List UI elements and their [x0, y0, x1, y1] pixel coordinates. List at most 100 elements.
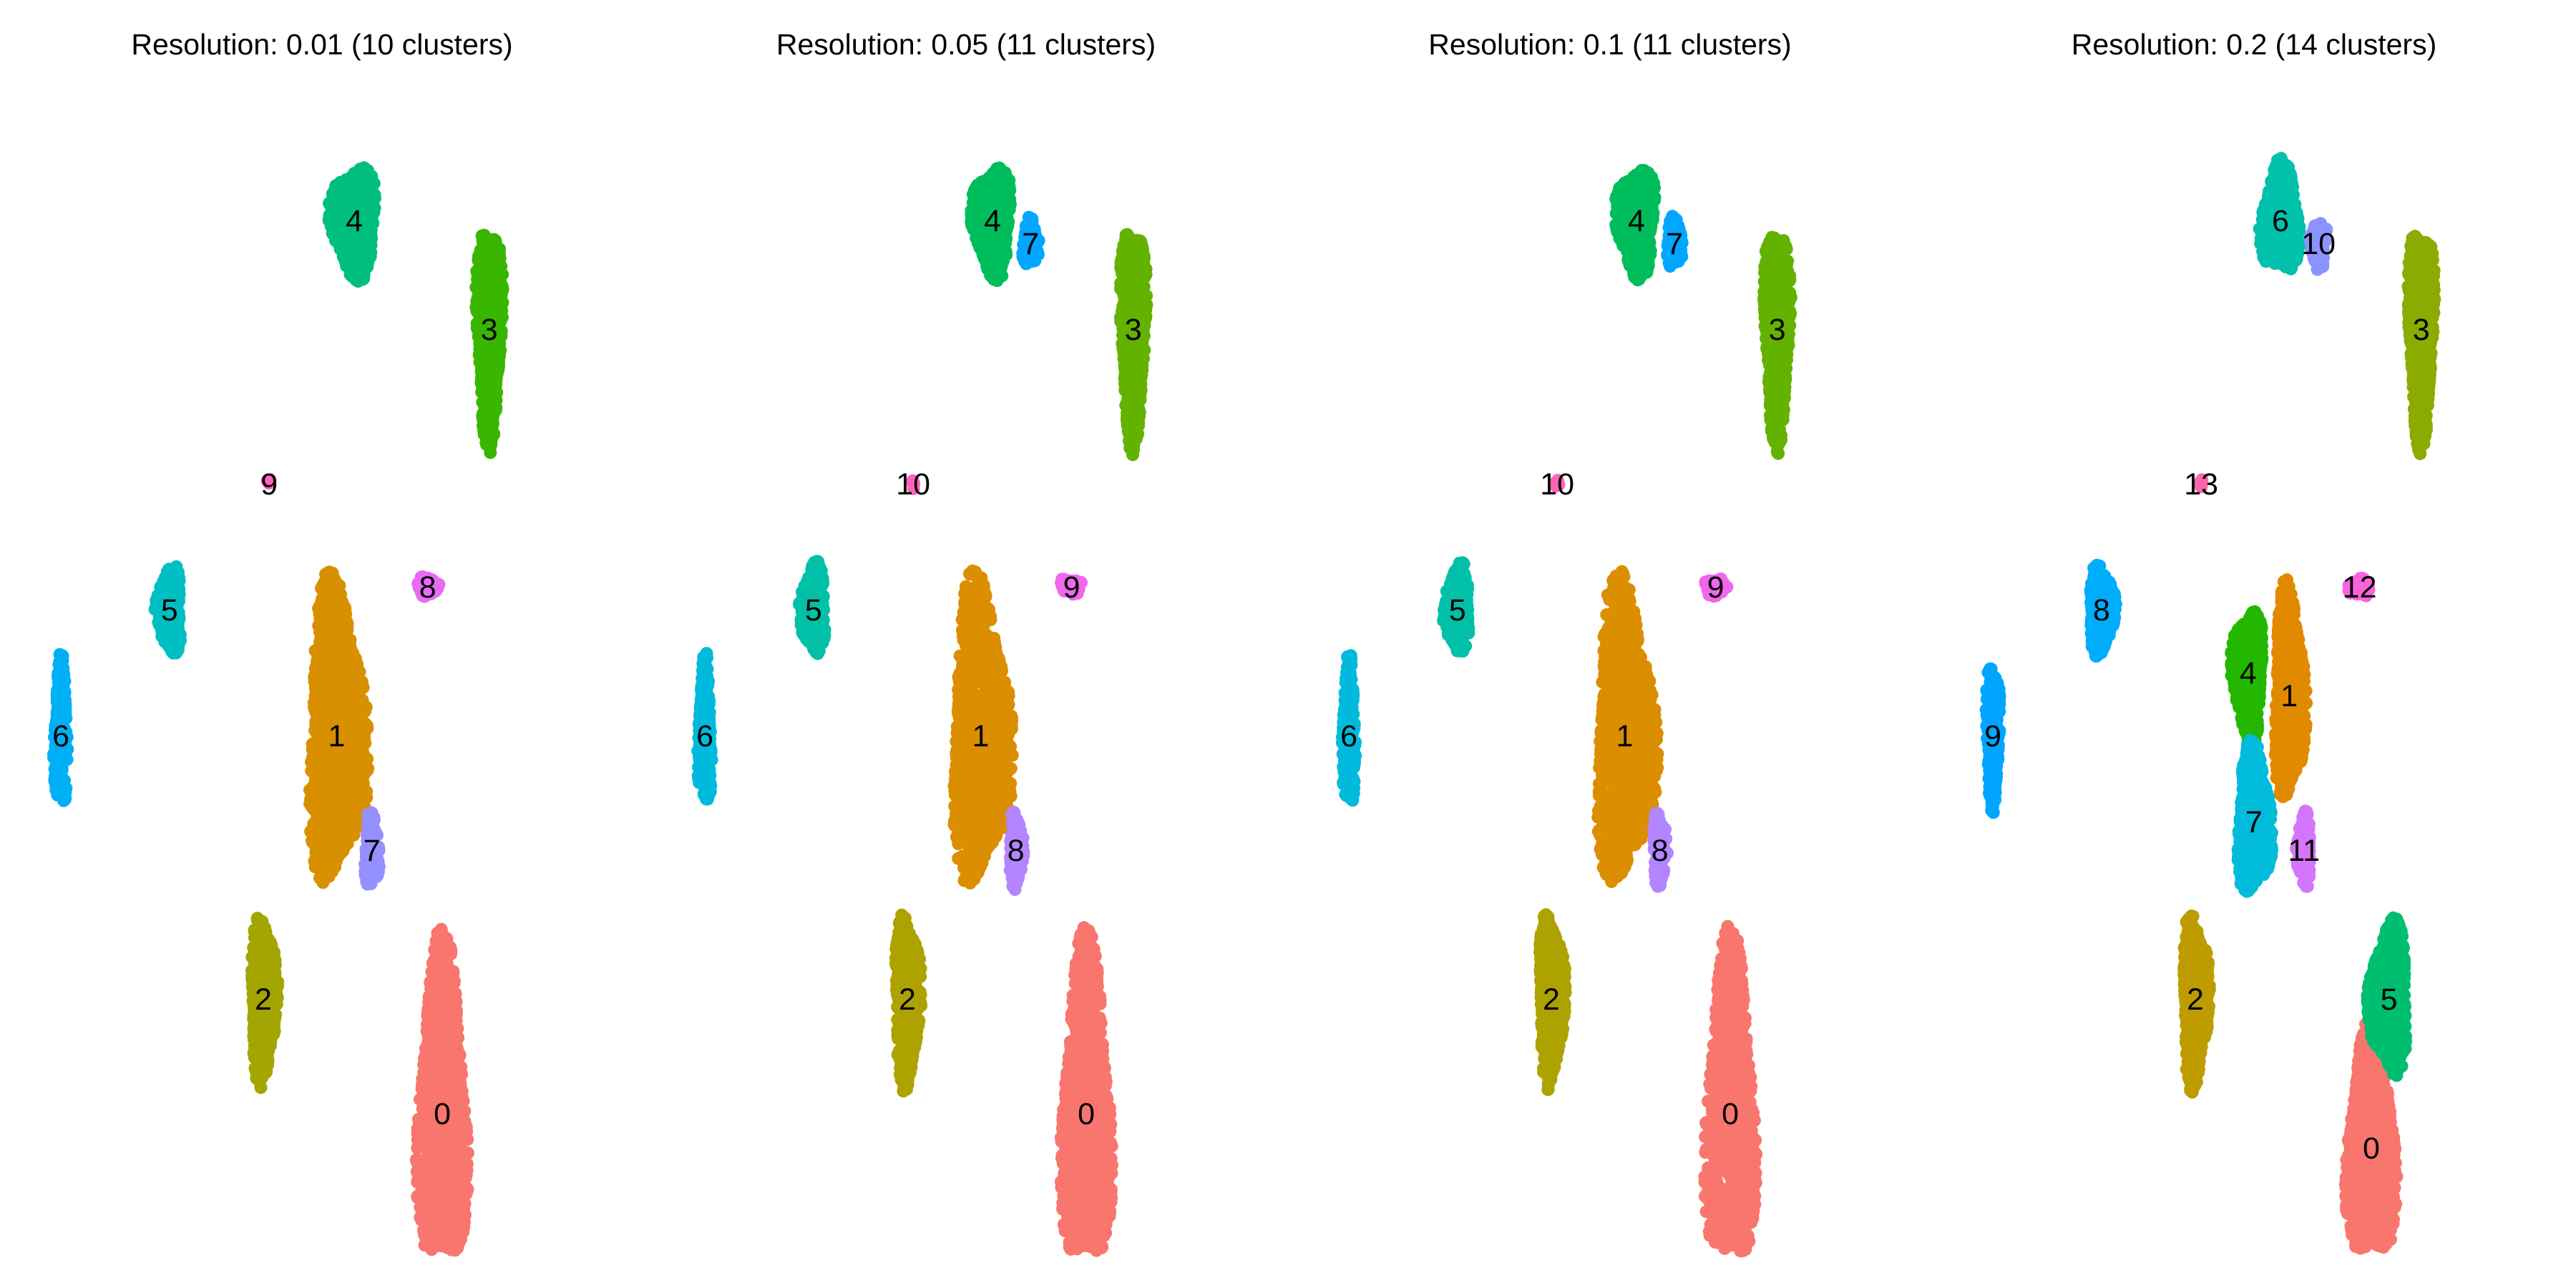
cell-point — [321, 693, 335, 707]
cell-point — [332, 685, 346, 698]
cell-point — [260, 1059, 273, 1073]
cell-point — [477, 369, 490, 382]
cell-point — [1088, 950, 1102, 963]
cluster-label-3: 3 — [481, 313, 498, 347]
cell-point — [326, 770, 339, 784]
cell-point — [420, 1113, 434, 1127]
cell-point — [436, 970, 450, 984]
cell-point — [436, 1174, 449, 1188]
cell-point — [474, 260, 488, 274]
cell-point — [315, 743, 328, 756]
cell-point — [356, 181, 369, 194]
cell-point — [261, 1041, 275, 1055]
cell-point — [335, 648, 348, 662]
cell-point — [421, 1076, 435, 1090]
cluster-label-2: 2 — [255, 982, 272, 1017]
cell-point — [268, 958, 282, 972]
cell-point — [321, 842, 334, 856]
cell-point — [326, 602, 339, 615]
cell-point — [1063, 1222, 1077, 1236]
cell-point — [414, 1164, 428, 1178]
cell-point — [461, 1146, 474, 1160]
cell-point — [351, 796, 364, 810]
cell-point — [431, 1045, 445, 1059]
cell-point — [310, 841, 323, 854]
cell-point — [318, 870, 331, 884]
cell-point — [482, 249, 495, 262]
cell-point — [485, 275, 498, 289]
cell-point — [316, 781, 330, 795]
cell-point — [49, 775, 62, 789]
cell-point — [435, 1239, 449, 1252]
cell-point — [322, 795, 336, 809]
cell-point — [343, 181, 356, 195]
cell-point — [260, 1027, 273, 1040]
cell-point — [479, 414, 493, 427]
cell-point — [421, 1064, 434, 1077]
cell-point — [52, 761, 65, 774]
cell-point — [310, 857, 323, 871]
cluster-label-0: 0 — [434, 1097, 451, 1131]
panel-title: Resolution: 0.05 (11 clusters) — [776, 28, 1156, 61]
cell-point — [328, 574, 341, 587]
cluster-label-4: 4 — [346, 204, 363, 238]
cell-point — [1094, 1116, 1108, 1129]
cell-point — [330, 216, 343, 229]
cell-point — [341, 776, 353, 790]
cell-point — [324, 587, 338, 601]
cell-point — [364, 816, 378, 829]
cell-point — [441, 1129, 455, 1143]
cell-point — [271, 975, 285, 989]
umap-panel-2: Resolution: 0.05 (11 clusters)0123456789… — [691, 28, 1156, 1257]
cell-point — [451, 1169, 464, 1182]
cell-point — [424, 1177, 438, 1191]
cell-point — [311, 757, 324, 771]
cell-point — [319, 682, 333, 696]
cell-point — [305, 789, 318, 803]
cell-point — [478, 233, 492, 247]
panel-title: Resolution: 0.01 (10 clusters) — [131, 28, 512, 61]
cell-point — [342, 255, 356, 269]
cell-point — [345, 692, 358, 706]
cell-point — [492, 292, 505, 306]
cell-point — [362, 205, 376, 218]
cell-point — [419, 1193, 432, 1206]
cell-point — [474, 288, 487, 302]
cell-point — [455, 1110, 469, 1123]
cell-point — [442, 940, 456, 953]
cluster-label-8: 8 — [419, 570, 436, 605]
cell-point — [331, 834, 344, 847]
cell-point — [477, 386, 491, 399]
cluster-label-6: 6 — [52, 719, 69, 753]
cell-point — [454, 1128, 468, 1142]
cell-point — [255, 914, 269, 928]
cell-point — [419, 1042, 432, 1055]
cell-point — [449, 1070, 462, 1083]
cell-point — [411, 1133, 425, 1147]
cell-point — [426, 978, 440, 992]
cluster-label-7: 7 — [364, 834, 381, 868]
cell-point — [317, 814, 331, 827]
cluster-label-9: 9 — [260, 467, 278, 502]
cell-point — [446, 1190, 459, 1203]
cluster-0-points — [1054, 921, 1118, 1257]
cell-point — [346, 268, 360, 282]
cell-point — [355, 246, 369, 260]
cell-point — [433, 1190, 447, 1204]
cell-point — [489, 402, 502, 416]
cell-point — [434, 1209, 447, 1222]
cell-point — [254, 1080, 268, 1094]
cluster-0-points — [410, 922, 474, 1257]
cell-point — [454, 1227, 468, 1241]
cell-point — [165, 630, 179, 644]
cluster-label-1: 1 — [328, 719, 346, 753]
cell-point — [331, 850, 344, 864]
cell-point — [52, 672, 65, 686]
cell-point — [50, 695, 64, 708]
cell-point — [338, 623, 352, 637]
cell-point — [442, 1028, 456, 1041]
cell-point — [260, 970, 273, 984]
cell-point — [443, 1040, 456, 1053]
cell-point — [55, 656, 69, 669]
